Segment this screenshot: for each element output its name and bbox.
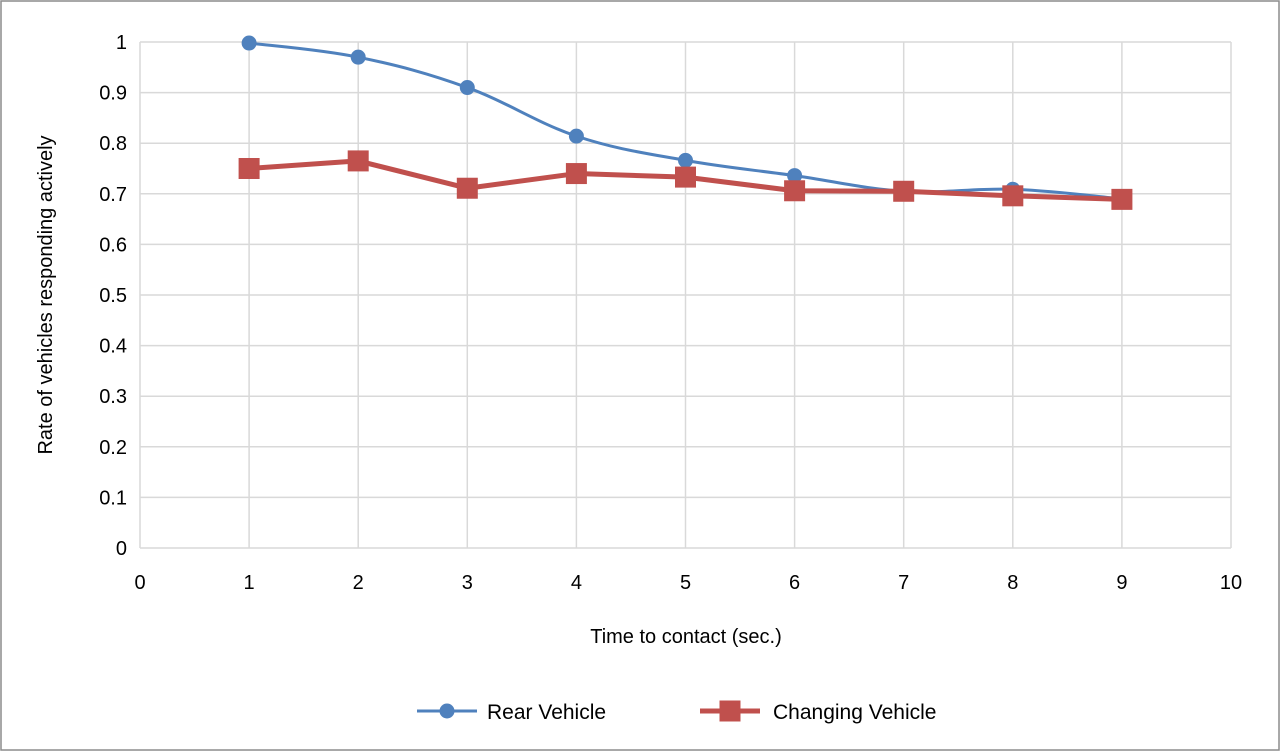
y-tick-label: 0.5	[99, 285, 127, 307]
data-point-square	[565, 163, 587, 185]
series-group	[238, 35, 1133, 210]
data-point-square	[238, 158, 260, 179]
data-point-circle	[459, 80, 475, 96]
legend-marker-square	[719, 700, 741, 722]
x-tick-label: 10	[1220, 572, 1242, 594]
y-tick-label: 1	[116, 32, 127, 54]
data-point-square	[893, 180, 915, 202]
legend-marker-circle	[439, 703, 455, 719]
x-axis-title: Time to contact (sec.)	[590, 626, 782, 648]
data-point-square	[1111, 188, 1133, 210]
legend: Rear Vehicle Changing Vehicle	[417, 700, 936, 724]
x-tick-label: 7	[898, 572, 909, 594]
data-point-circle	[568, 128, 584, 144]
x-tick-label: 1	[244, 572, 255, 594]
series-square	[238, 150, 1133, 210]
x-tick-label: 9	[1116, 572, 1127, 594]
x-tick-label: 6	[789, 572, 800, 594]
data-point-square	[1002, 185, 1024, 207]
data-point-circle	[241, 35, 257, 51]
data-point-square	[675, 166, 696, 188]
data-point-square	[347, 150, 369, 172]
y-tick-label: 0	[116, 538, 127, 560]
y-tick-label: 0.4	[99, 336, 127, 358]
x-axis-ticks: 0 1 2 3 4 5 6 7 8 9 10	[134, 572, 1242, 594]
data-point-circle	[678, 152, 693, 168]
y-tick-label: 0.2	[99, 437, 127, 459]
x-tick-label: 2	[353, 572, 364, 594]
x-tick-label: 0	[134, 572, 145, 594]
y-tick-label: 0.6	[99, 234, 127, 256]
y-tick-label: 0.8	[99, 133, 127, 155]
x-tick-label: 4	[571, 572, 582, 594]
legend-label: Changing Vehicle	[773, 701, 936, 724]
data-point-circle	[350, 49, 366, 65]
data-point-square	[456, 177, 478, 199]
x-tick-label: 5	[680, 572, 691, 594]
y-tick-label: 0.1	[99, 487, 127, 509]
y-tick-label: 0.7	[99, 184, 127, 206]
y-tick-label: 0.3	[99, 386, 127, 408]
grid	[139, 41, 1232, 549]
y-tick-label: 0.9	[99, 83, 127, 105]
data-point-square	[784, 180, 806, 202]
legend-item: Rear Vehicle	[417, 701, 606, 724]
y-axis-title: Rate of vehicles responding actively	[35, 135, 57, 454]
data-point-circle	[787, 168, 803, 184]
x-tick-label: 3	[462, 572, 473, 594]
legend-label: Rear Vehicle	[487, 701, 606, 724]
x-tick-label: 8	[1007, 572, 1018, 594]
legend-item: Changing Vehicle	[700, 700, 936, 724]
y-axis-ticks: 0 0.1 0.2 0.3 0.4 0.5 0.6 0.7 0.8 0.9 1	[99, 32, 127, 560]
